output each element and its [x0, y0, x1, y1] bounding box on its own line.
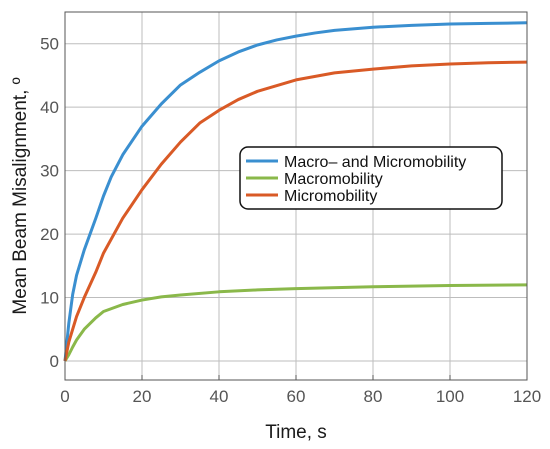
y-tick-label: 10 — [40, 289, 59, 308]
x-tick-label: 40 — [210, 387, 229, 406]
y-tick-label: 40 — [40, 98, 59, 117]
y-tick-label: 50 — [40, 35, 59, 54]
tick-labels: 0 20 40 60 80 100 120 0 10 20 30 40 50 — [40, 35, 541, 406]
legend: Macro– and MicromobilityMacromobilityMic… — [239, 146, 503, 210]
x-tick-label: 0 — [60, 387, 69, 406]
legend-label: Macromobility — [284, 171, 383, 188]
series-line-0 — [63, 21, 528, 362]
x-tick-label: 120 — [513, 387, 541, 406]
legend-label: Micromobility — [284, 188, 377, 205]
y-tick-label: 30 — [40, 162, 59, 181]
series-line-1 — [63, 283, 528, 362]
series-line-2 — [63, 60, 528, 362]
series-lines — [63, 21, 528, 362]
x-tick-label: 80 — [364, 387, 383, 406]
x-tick-label: 100 — [436, 387, 464, 406]
y-axis-label: Mean Beam Misalignment, º — [10, 77, 31, 314]
x-tick-label: 20 — [133, 387, 152, 406]
x-tick-label: 60 — [287, 387, 306, 406]
y-tick-label: 0 — [50, 352, 59, 371]
legend-box — [239, 146, 503, 210]
x-axis-label: Time, s — [265, 422, 327, 443]
y-tick-label: 20 — [40, 225, 59, 244]
plot-frame — [64, 11, 528, 381]
legend-label: Macro– and Micromobility — [284, 154, 466, 171]
